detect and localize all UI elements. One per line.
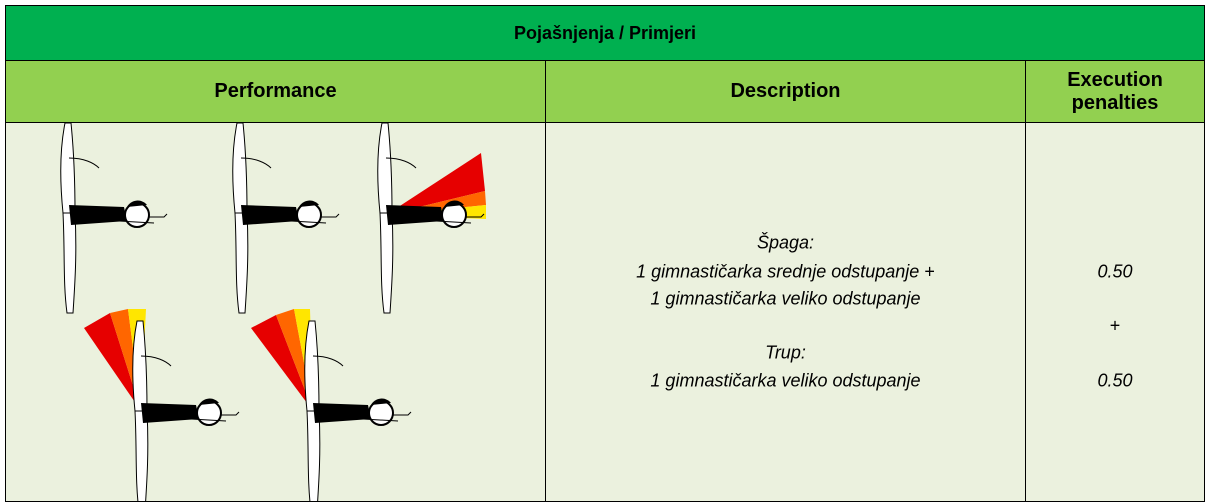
penalties-cell: 0.50 + 0.50 xyxy=(1025,122,1205,502)
title: Pojašnjenja / Primjeri xyxy=(513,22,697,43)
title-row: Pojašnjenja / Primjeri xyxy=(5,5,1205,61)
performance-cell xyxy=(5,122,546,502)
description-text: 1 gimnastičarka srednje odstupanje xyxy=(636,261,920,282)
column-header: Performance xyxy=(214,80,337,102)
penalty: 0.50 xyxy=(1097,370,1133,391)
description-heading: Špaga: xyxy=(756,232,815,253)
header-cell: Performance xyxy=(5,60,546,123)
penalty-plus: + xyxy=(1109,315,1121,336)
header-cell: Description xyxy=(545,60,1026,123)
column-header: Execution penalties xyxy=(1067,68,1163,114)
column-header: Description xyxy=(730,80,841,102)
description-cell: Špaga: 1 gimnastičarka srednje odstupanj… xyxy=(545,122,1026,502)
header-cell: Execution penalties xyxy=(1025,60,1205,123)
description-line: 1 gimnastičarka veliko odstupanje xyxy=(650,288,921,309)
description-line: 1 gimnastičarka veliko odstupanje xyxy=(650,370,921,391)
penalty: 0.50 xyxy=(1097,261,1133,282)
plus-sign: + xyxy=(924,261,935,282)
gymnast-illustration xyxy=(59,123,486,501)
description-line: 1 gimnastičarka srednje odstupanje + xyxy=(546,262,1025,283)
description-heading: Trup: xyxy=(765,342,806,363)
